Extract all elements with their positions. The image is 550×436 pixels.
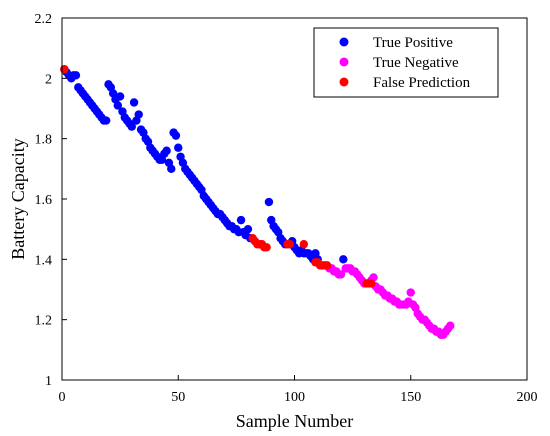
x-tick-label-0: 0 [59,390,66,405]
legend-label-true-positive: True Positive [373,35,453,51]
data-point-false-prediction-19 [367,279,376,288]
data-point-true-positive-101 [339,255,348,264]
x-axis-label: Sample Number [236,411,353,431]
data-point-true-positive-32 [134,110,143,119]
y-tick-label-2: 1.4 [35,253,53,268]
data-point-true-positive-76 [236,215,246,225]
x-tick-label-4: 200 [517,390,538,405]
y-tick-label-5: 2 [45,72,52,87]
points-layer [60,65,455,339]
data-point-true-negative-32 [406,288,415,297]
legend-marker-true-negative [339,57,349,67]
data-point-true-positive-44 [162,146,171,155]
data-point-false-prediction-10 [299,240,308,249]
y-axis-ticks: 1 1.2 1.4 1.6 1.8 2 2.2 [35,12,67,389]
data-point-true-positive-18 [101,116,111,125]
legend-marker-false-prediction [339,77,349,87]
x-axis-ticks: 0 50 100 150 200 [59,375,538,405]
data-point-true-positive-29 [127,122,136,131]
data-point-true-positive-24 [115,92,125,101]
y-tick-label-6: 2.2 [35,12,53,27]
x-tick-label-3: 150 [400,390,421,405]
data-point-true-positive-49 [174,143,183,152]
data-point-false-prediction-16 [322,261,332,270]
legend-label-true-negative: True Negative [373,55,459,71]
data-point-false-prediction-7 [262,243,271,252]
x-tick-label-2: 100 [284,390,305,405]
data-point-true-positive-79 [243,224,253,234]
data-point-true-positive-48 [171,131,181,140]
data-point-false-prediction-0 [60,65,69,74]
legend-marker-true-positive [339,37,349,47]
legend-label-false-prediction: False Prediction [373,75,471,91]
data-point-true-negative-49 [446,321,455,330]
data-point-true-positive-5 [71,71,81,80]
y-tick-label-0: 1 [45,374,52,389]
data-point-true-positive-30 [129,98,139,107]
data-point-false-prediction-9 [285,240,295,249]
data-point-true-positive-23 [113,101,123,110]
y-tick-label-3: 1.6 [35,193,53,208]
y-tick-label-1: 1.2 [35,314,53,329]
y-axis-label: Battery Capacity [8,138,28,259]
y-tick-label-4: 1.8 [35,133,53,148]
data-point-true-positive-81 [264,197,274,207]
data-point-true-negative-5 [336,270,346,279]
data-point-true-positive-46 [167,164,176,174]
x-tick-label-1: 50 [171,390,185,405]
legend: True Positive True Negative False Predic… [313,27,499,98]
